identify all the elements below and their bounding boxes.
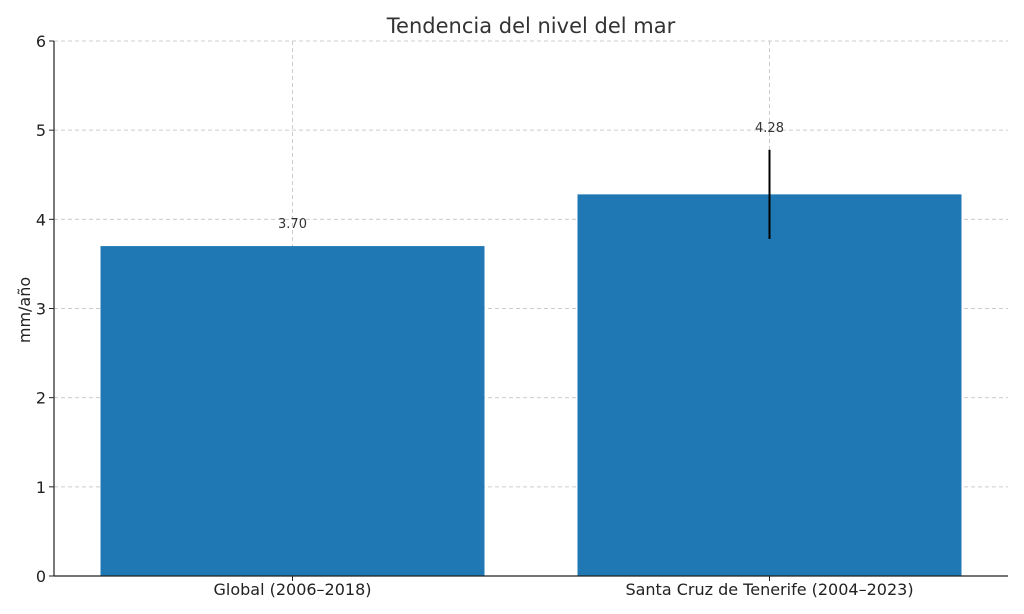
chart-title: Tendencia del nivel del mar — [386, 14, 676, 38]
bar — [100, 246, 485, 577]
y-tick-label: 0 — [36, 567, 46, 586]
value-label: 4.28 — [755, 121, 784, 136]
y-tick-label: 5 — [36, 121, 46, 140]
y-tick-label: 2 — [36, 389, 46, 408]
y-axis-label: mm/año — [15, 277, 34, 343]
bar — [577, 194, 962, 576]
tick-labels: 0 1 2 3 4 5 6 Global (2006–2018) Santa Cruz de T… — [36, 32, 914, 599]
bars — [100, 194, 962, 577]
value-label: 3.70 — [278, 217, 307, 232]
x-tick-label: Santa Cruz de Tenerife (2004–2023) — [625, 580, 913, 599]
y-tick-label: 1 — [36, 478, 46, 497]
y-tick-label: 4 — [36, 210, 46, 229]
value-labels: 3.70 4.28 — [278, 121, 784, 232]
y-tick-label: 3 — [36, 300, 46, 319]
x-tick-label: Global (2006–2018) — [213, 580, 371, 599]
axes — [49, 40, 1008, 581]
y-tick-label: 6 — [36, 32, 46, 51]
